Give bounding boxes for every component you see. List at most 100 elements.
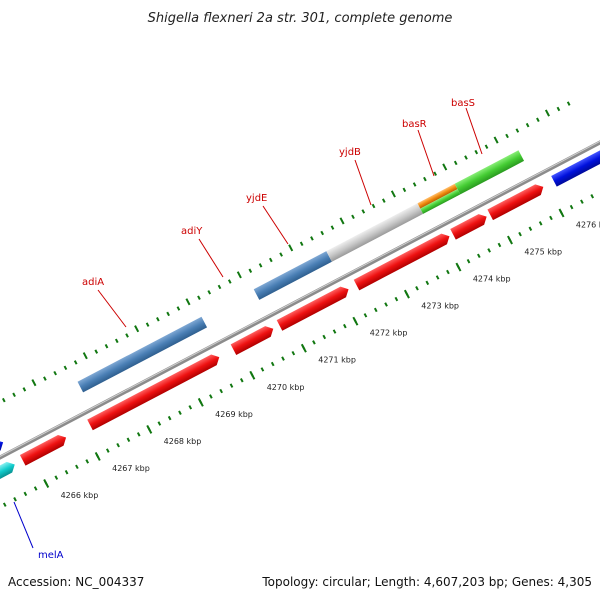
inner-tick [343,323,347,329]
major-tick [507,235,513,245]
inner-tick [167,415,172,421]
feature-reverse-adiY[interactable] [230,323,276,355]
outer-tick [207,290,212,295]
inner-tick [106,448,110,453]
inner-tick [209,394,213,399]
gene-label-yjdE[interactable]: yjdE [246,193,267,204]
inner-tick [54,475,59,480]
feature-basR-green[interactable] [420,189,461,214]
inner-tick [270,361,275,367]
outer-tick [269,257,273,263]
major-tick [403,289,410,299]
outer-tick [464,155,468,160]
feature-basR-orange[interactable] [417,183,458,209]
scale-label: 4269 kbp [215,410,253,419]
outer-tick-row [1,101,571,403]
outer-tick [544,109,550,117]
feature-reverse-adiA[interactable] [87,352,222,431]
outer-tick [82,352,88,360]
scale-label: 4276 kbp [576,220,600,229]
outer-tick [310,236,314,241]
backbone-line [0,56,600,544]
inner-tick [126,437,131,443]
backbone-highlight [0,56,600,542]
scale-label: 4267 kbp [112,464,150,473]
major-tick [43,479,50,488]
outer-tick [412,182,417,187]
gene-label-adiY[interactable]: adiY [181,226,203,237]
outer-tick [31,379,37,387]
outer-tick [288,244,294,252]
inner-tick [116,442,120,448]
gene-label-melA[interactable]: melA [38,550,64,561]
outer-tick [279,252,283,257]
scale-label: 4273 kbp [421,302,459,311]
feature-reverse-yjdB[interactable] [353,231,453,291]
outer-tick [53,370,57,376]
major-tick [455,262,462,272]
feature-reverse-basS[interactable] [487,182,546,221]
inner-tick [239,378,244,383]
feature-adiA[interactable] [77,316,208,393]
outer-tick [176,306,181,311]
inner-tick-row [2,194,595,507]
inner-tick [569,204,574,210]
scale-label: 4270 kbp [267,383,305,392]
feature-reverse-yjdE[interactable] [276,284,352,331]
leader-basR [417,129,435,177]
gene-label-basR[interactable]: basR [402,119,427,130]
major-tick [197,397,204,407]
outer-tick [566,101,571,106]
outer-tick [166,311,170,317]
leader-melA [13,501,34,549]
inner-tick [322,334,327,340]
topology-text: Topology: circular; Length: 4,607,203 bp… [261,575,592,589]
inner-tick [291,350,296,356]
feature-reverse-far[interactable] [551,108,600,187]
inner-tick [394,296,399,302]
feature-basS[interactable] [454,150,525,195]
map-title: Shigella flexneri 2a str. 301, complete … [148,11,453,26]
outer-tick [556,106,561,112]
outer-tick [390,190,396,198]
genome-track: 4266 kbp 4267 kbp 4268 kbp 4269 kbp 4270 kbp… [0,56,600,544]
inner-tick [538,221,543,226]
major-tick [352,316,359,326]
outer-tick [248,268,253,273]
inner-tick [549,215,553,221]
gene-label-basS[interactable]: basS [451,98,475,109]
inner-tick [13,497,17,502]
feature-reverse-1[interactable] [19,432,69,466]
inner-tick [75,464,79,470]
gene-labels: adiA adiY yjdE yjdB basR basS melA [13,98,483,561]
outer-tick [474,149,479,155]
outer-tick [227,279,232,284]
leader-yjdB [354,159,372,206]
accession-text: Accession: NC_004337 [8,575,144,589]
outer-tick [505,133,509,139]
inner-tick [260,367,265,372]
inner-tick [363,313,368,318]
outer-tick [433,171,437,176]
outer-tick [351,214,355,220]
major-tick [558,208,565,218]
gene-label-yjdB[interactable]: yjdB [339,147,361,158]
inner-tick [23,491,28,497]
outer-tick [156,317,160,322]
feature-yjdB[interactable] [326,203,424,262]
feature-reverse-basR[interactable] [450,211,489,240]
leader-adiY [198,238,224,278]
inner-tick [157,421,162,426]
feature-melA[interactable] [0,459,18,503]
feature-yjdE[interactable] [253,251,332,300]
outer-tick [1,397,6,403]
inner-tick [332,329,337,334]
inner-tick [33,486,38,491]
inner-tick [497,242,502,248]
major-tick [146,424,153,434]
outer-tick [134,325,140,333]
outer-tick [217,284,222,290]
outer-tick [361,209,366,214]
gene-label-adiA[interactable]: adiA [82,277,104,288]
scale-label: 4274 kbp [473,275,511,284]
